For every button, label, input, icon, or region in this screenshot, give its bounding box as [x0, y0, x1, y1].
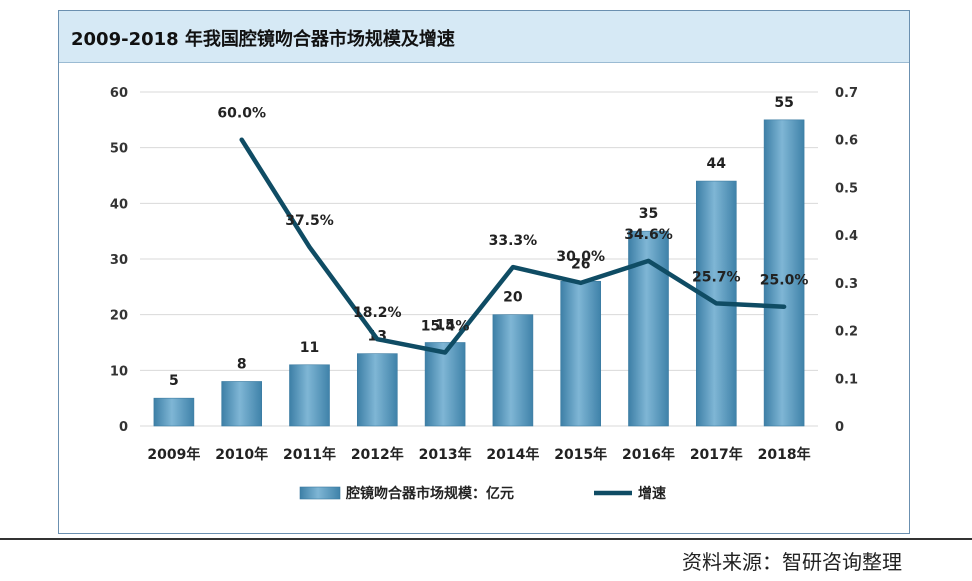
left-tick-label: 60 — [110, 86, 128, 101]
bar-data-label: 15 — [435, 318, 454, 334]
x-tick-label: 2011年 — [283, 446, 336, 463]
right-tick-label: 0.1 — [835, 372, 858, 387]
line-data-label: 15.4% — [421, 319, 470, 335]
bar — [153, 397, 195, 427]
bar — [356, 353, 398, 427]
bottom-rule — [0, 538, 972, 540]
bar-data-label: 55 — [774, 95, 793, 111]
growth-line — [239, 137, 787, 355]
left-tick-label: 10 — [110, 364, 128, 379]
legend-line-label: 增速 — [638, 485, 666, 502]
bar — [221, 381, 262, 427]
right-tick-label: 0.5 — [835, 181, 858, 196]
x-tick-label: 2009年 — [147, 446, 200, 463]
line-data-label: 25.0% — [760, 273, 809, 289]
bar-data-label: 44 — [707, 156, 727, 172]
chart-title: 2009-2018 年我国腔镜吻合器市场规模及增速 — [71, 29, 455, 50]
bar — [289, 364, 330, 427]
bar-data-label: 35 — [639, 206, 658, 222]
line-data-label: 60.0% — [217, 106, 266, 122]
x-tick-label: 2013年 — [419, 446, 472, 463]
left-tick-label: 50 — [110, 142, 128, 157]
bar-data-label: 11 — [300, 340, 319, 356]
right-tick-label: 0.7 — [835, 86, 858, 101]
bar — [560, 280, 602, 427]
line-series: 60.0% 37.5% 18.2% 15.4% 33.3% 30.0% 34.6% 25.7%… — [217, 106, 809, 355]
bar-data-label: 26 — [571, 256, 590, 272]
legend-bar-swatch — [299, 486, 341, 500]
right-tick-label: 0 — [835, 420, 844, 435]
bar — [763, 119, 805, 427]
x-tick-label: 2017年 — [690, 446, 743, 463]
bar — [492, 314, 534, 427]
bar-data-label: 20 — [503, 290, 523, 306]
legend: 腔镜吻合器市场规模：亿元 增速 — [299, 485, 666, 502]
bar-data-label: 8 — [237, 356, 247, 372]
left-tick-label: 0 — [119, 420, 128, 435]
bar-data-label: 5 — [169, 373, 179, 389]
right-axis: 0 0.1 0.2 0.3 0.4 0.5 0.6 0.7 — [835, 86, 858, 435]
right-tick-label: 0.4 — [835, 229, 858, 244]
left-tick-label: 20 — [110, 309, 128, 324]
x-tick-label: 2014年 — [486, 446, 539, 463]
x-tick-label: 2015年 — [554, 446, 607, 463]
right-tick-label: 0.2 — [835, 325, 858, 340]
right-tick-label: 0.6 — [835, 134, 858, 149]
left-tick-label: 40 — [110, 197, 128, 212]
line-data-label: 37.5% — [285, 213, 334, 229]
line-data-label: 18.2% — [353, 305, 402, 321]
left-tick-label: 30 — [110, 253, 128, 268]
left-axis: 0 10 20 30 40 50 60 — [110, 86, 128, 435]
x-tick-label: 2010年 — [215, 446, 268, 463]
legend-bar-label: 腔镜吻合器市场规模：亿元 — [345, 485, 514, 502]
right-tick-label: 0.3 — [835, 277, 858, 292]
line-data-label: 30.0% — [556, 249, 605, 265]
bar — [424, 342, 466, 427]
line-data-label: 34.6% — [624, 227, 673, 243]
x-tick-label: 2018年 — [758, 446, 811, 463]
chart-title-bar: 2009-2018 年我国腔镜吻合器市场规模及增速 — [59, 11, 909, 63]
source-note: 资料来源：智研咨询整理 — [682, 550, 902, 574]
line-data-label: 33.3% — [489, 233, 538, 249]
x-tick-label: 2016年 — [622, 446, 675, 463]
line-data-label: 25.7% — [692, 269, 741, 285]
x-axis: 2009年 2010年 2011年 2012年 2013年 2014年 2015年 2016年… — [147, 446, 810, 463]
x-tick-label: 2012年 — [351, 446, 404, 463]
